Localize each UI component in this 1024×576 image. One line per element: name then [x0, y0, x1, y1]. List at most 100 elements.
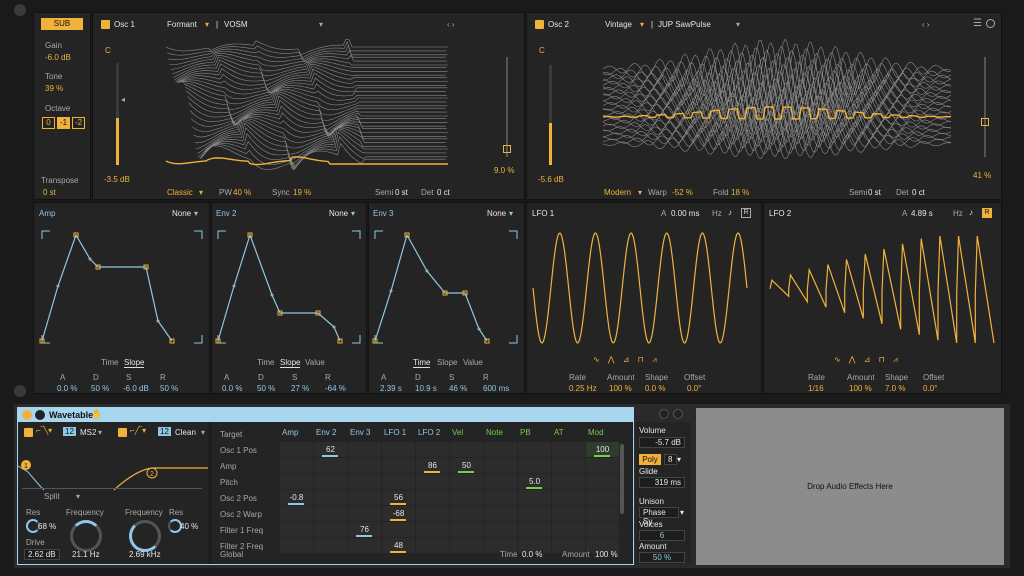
lfo1-offset-value[interactable]: 0.0°: [687, 384, 702, 393]
filter1-res-value[interactable]: 68 %: [38, 522, 57, 531]
matrix-cell[interactable]: [382, 506, 415, 521]
matrix-cell[interactable]: [314, 442, 347, 457]
matrix-cell[interactable]: [552, 442, 585, 457]
matrix-cell[interactable]: [416, 490, 449, 505]
lfo2-hz-toggle[interactable]: Hz: [953, 209, 963, 218]
matrix-cell[interactable]: [382, 458, 415, 473]
env3-s-value[interactable]: 46 %: [449, 384, 468, 393]
lfo2-retrigger-button[interactable]: R: [982, 208, 992, 218]
lfo1-rate-value[interactable]: 0.25 Hz: [569, 384, 597, 393]
filter1-type-icon[interactable]: ⌐‾╲▾: [36, 426, 53, 435]
matrix-cell[interactable]: [552, 506, 585, 521]
env3-target-select[interactable]: None: [487, 209, 507, 218]
matrix-cell[interactable]: [586, 474, 619, 489]
matrix-cell[interactable]: [314, 506, 347, 521]
env3-tab-time[interactable]: Time: [413, 358, 431, 368]
matrix-cell[interactable]: [484, 458, 517, 473]
osc2-pan-handle[interactable]: [981, 118, 989, 126]
amp-env-tab-time[interactable]: Time: [101, 358, 119, 367]
matrix-value[interactable]: 56: [394, 493, 403, 502]
matrix-cell[interactable]: [314, 490, 347, 505]
env-mid-handle[interactable]: [425, 269, 429, 273]
lfo2-a-value[interactable]: 4.89 s: [911, 209, 933, 218]
env2-d-value[interactable]: 50 %: [257, 384, 276, 393]
matrix-cell[interactable]: [484, 506, 517, 521]
env-mid-handle[interactable]: [56, 284, 60, 288]
matrix-cell[interactable]: [348, 458, 381, 473]
filter2-type-icon[interactable]: ⌐╱‾▾: [130, 426, 147, 435]
unison-amount-value[interactable]: 50 %: [639, 552, 685, 563]
matrix-cell[interactable]: [484, 490, 517, 505]
lfo2-amount-value[interactable]: 100 %: [849, 384, 872, 393]
amp-env-tab-slope[interactable]: Slope: [124, 358, 145, 368]
matrix-cell[interactable]: [280, 458, 313, 473]
matrix-cell[interactable]: [586, 522, 619, 537]
osc1-sync-value[interactable]: 19 %: [293, 188, 312, 197]
matrix-cell[interactable]: [586, 458, 619, 473]
env2-r-value[interactable]: -64 %: [325, 384, 346, 393]
osc1-pan-handle[interactable]: [503, 145, 511, 153]
filter1-toggle[interactable]: [24, 428, 33, 437]
voices-value[interactable]: 6: [639, 530, 685, 541]
volume-value[interactable]: -5.7 dB: [639, 437, 685, 448]
env3-r-value[interactable]: 600 ms: [483, 384, 510, 393]
filter1-circuit-select[interactable]: MS2: [80, 428, 97, 437]
env-mid-handle[interactable]: [232, 284, 236, 288]
matrix-cell[interactable]: [586, 506, 619, 521]
lfo1-a-value[interactable]: 0.00 ms: [671, 209, 700, 218]
filter2-circuit-select[interactable]: Clean: [175, 428, 196, 437]
amp-env-r-value[interactable]: 50 %: [160, 384, 179, 393]
matrix-cell[interactable]: [280, 442, 313, 457]
matrix-cell[interactable]: [348, 506, 381, 521]
osc1-pw-value[interactable]: 40 %: [233, 188, 252, 197]
osc1-level-fader[interactable]: [116, 63, 119, 165]
lfo2-shape-value[interactable]: 7.0 %: [885, 384, 906, 393]
env3-a-value[interactable]: 2.39 s: [380, 384, 402, 393]
matrix-cell[interactable]: [416, 442, 449, 457]
matrix-cell[interactable]: [314, 522, 347, 537]
filter1-res-knob[interactable]: [26, 519, 40, 533]
unison-arrow-icon[interactable]: ▾: [680, 508, 685, 517]
lfo1-amount-value[interactable]: 100 %: [609, 384, 632, 393]
filter2-res-knob[interactable]: [168, 519, 182, 533]
matrix-cell[interactable]: [416, 538, 449, 553]
filter1-freq-value[interactable]: 21.1 Hz: [72, 550, 100, 559]
env-handle[interactable]: [337, 338, 343, 344]
env-mid-handle[interactable]: [156, 319, 160, 323]
matrix-cell[interactable]: [416, 458, 449, 473]
osc1-toggle[interactable]: [101, 20, 110, 29]
env-handle[interactable]: [39, 338, 45, 344]
matrix-cell[interactable]: [484, 474, 517, 489]
matrix-value[interactable]: 62: [326, 445, 335, 454]
env-handle[interactable]: [315, 310, 321, 316]
device-power-button[interactable]: [22, 410, 32, 420]
matrix-time-value[interactable]: 0.0 %: [522, 550, 543, 559]
osc2-level-fader[interactable]: [549, 65, 552, 165]
env2-s-value[interactable]: 27 %: [291, 384, 310, 393]
env2-target-select[interactable]: None: [329, 209, 349, 218]
osc2-semi-value[interactable]: 0 st: [868, 188, 881, 197]
matrix-cell[interactable]: [518, 522, 551, 537]
env-mid-handle[interactable]: [88, 257, 92, 261]
filter-routing-arrow-icon[interactable]: ▾: [76, 492, 81, 501]
osc1-semi-value[interactable]: 0 st: [395, 188, 408, 197]
matrix-cell[interactable]: [348, 442, 381, 457]
env2-a-value[interactable]: 0.0 %: [222, 384, 243, 393]
poly-button[interactable]: Poly: [639, 454, 661, 465]
matrix-scrollbar[interactable]: [620, 444, 624, 514]
filter2-res-value[interactable]: 40 %: [180, 522, 199, 531]
sub-toggle-button[interactable]: SUB: [41, 18, 83, 30]
glide-value[interactable]: 319 ms: [639, 477, 685, 488]
matrix-cell[interactable]: [348, 538, 381, 553]
env3-tab-value[interactable]: Value: [463, 358, 483, 367]
matrix-cell[interactable]: [314, 538, 347, 553]
amp-env-a-value[interactable]: 0.0 %: [57, 384, 78, 393]
matrix-cell[interactable]: [348, 474, 381, 489]
matrix-cell[interactable]: [450, 458, 483, 473]
lfo1-hz-toggle[interactable]: Hz: [712, 209, 722, 218]
matrix-cell[interactable]: [314, 474, 347, 489]
env2-tab-slope[interactable]: Slope: [280, 358, 301, 368]
matrix-target-osc-2-warp[interactable]: Osc 2 Warp: [220, 510, 262, 519]
voices-count-select[interactable]: 8: [664, 454, 677, 465]
matrix-cell[interactable]: [586, 442, 619, 457]
